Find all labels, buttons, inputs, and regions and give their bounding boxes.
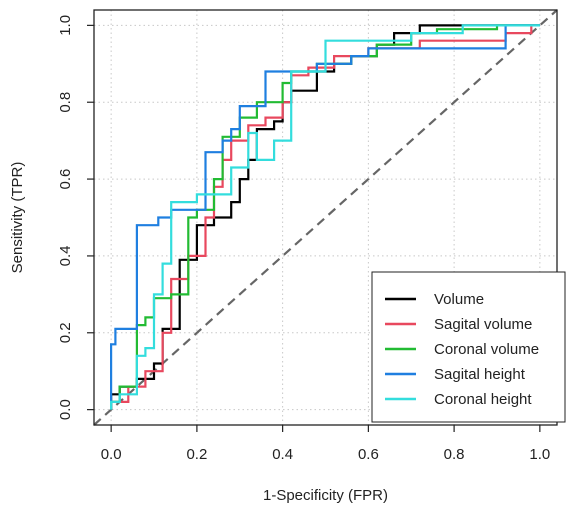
x-tick-label-3: 0.6 bbox=[358, 446, 379, 463]
y-tick-label-3: 0.6 bbox=[57, 169, 74, 190]
legend-items: Volume Sagital volume Coronal volume Sagita… bbox=[385, 291, 539, 408]
x-tick-label-1: 0.2 bbox=[186, 446, 207, 463]
y-axis-label: Sensitivity (TPR) bbox=[9, 162, 26, 274]
series-line-4 bbox=[109, 24, 540, 410]
y-tick-label-5: 1.0 bbox=[57, 15, 74, 36]
y-tick-label-1: 0.2 bbox=[57, 322, 74, 343]
y-tick-label-4: 0.8 bbox=[57, 92, 74, 113]
y-tick-label-0: 0.0 bbox=[57, 399, 74, 420]
legend-label-4: Coronal height bbox=[434, 391, 532, 408]
x-axis-label: 1-Specificity (FPR) bbox=[263, 487, 388, 504]
x-tick-label-2: 0.4 bbox=[272, 446, 293, 463]
x-tick-label-5: 1.0 bbox=[529, 446, 550, 463]
series-lines bbox=[109, 24, 540, 410]
series-line-3 bbox=[109, 24, 540, 410]
y-axis-ticks: 0.0 0.2 0.4 0.6 0.8 1.0 bbox=[57, 15, 94, 420]
legend-label-2: Coronal volume bbox=[434, 341, 539, 358]
plot-frame bbox=[93, 9, 558, 426]
legend-label-1: Sagital volume bbox=[434, 316, 532, 333]
x-tick-label-0: 0.0 bbox=[101, 446, 122, 463]
legend: Volume Sagital volume Coronal volume Sagita… bbox=[371, 271, 566, 423]
y-tick-label-2: 0.4 bbox=[57, 245, 74, 266]
legend-box bbox=[371, 271, 566, 423]
legend-label-3: Sagital height bbox=[434, 366, 526, 383]
series-line-2 bbox=[109, 24, 540, 410]
x-axis-ticks: 0.0 0.2 0.4 0.6 0.8 1.0 bbox=[101, 425, 550, 463]
x-tick-label-4: 0.8 bbox=[444, 446, 465, 463]
legend-label-0: Volume bbox=[434, 291, 484, 308]
reference-diagonal-line bbox=[93, 9, 558, 426]
